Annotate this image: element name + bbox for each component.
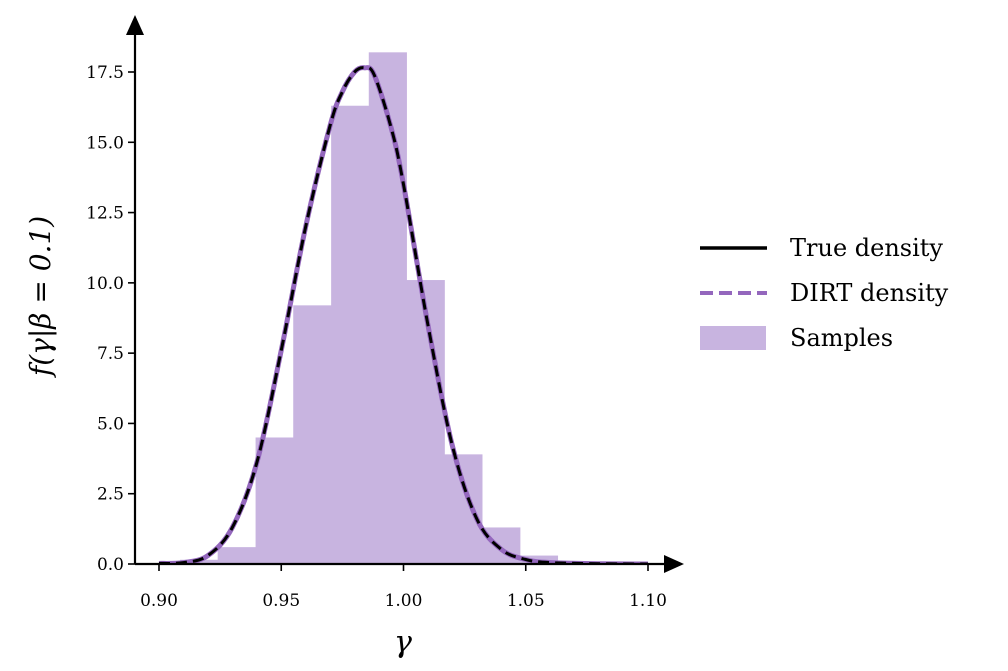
x-axis-label: γ <box>394 625 412 660</box>
y-tick-label: 5.0 <box>97 414 124 434</box>
histogram-bar <box>255 437 294 564</box>
legend-label: DIRT density <box>790 279 949 307</box>
axes <box>126 15 684 573</box>
legend-label: Samples <box>790 324 893 352</box>
histogram-bars <box>180 52 559 564</box>
x-axis-ticks: 0.90 0.95 1.00 1.05 1.10 <box>140 564 667 611</box>
y-axis-label: f(γ|β = 0.1) <box>24 216 57 378</box>
histogram-bar <box>331 105 370 564</box>
legend-swatch-samples <box>700 326 766 350</box>
histogram-bar <box>217 547 257 564</box>
x-tick-label: 1.05 <box>507 591 545 611</box>
density-curves <box>158 65 649 565</box>
legend-label: True density <box>790 234 943 262</box>
x-tick-label: 0.95 <box>262 591 300 611</box>
x-tick-label: 1.00 <box>385 591 423 611</box>
legend-item: DIRT density <box>700 279 949 307</box>
histogram-bar <box>444 454 483 564</box>
y-tick-label: 17.5 <box>86 63 124 83</box>
y-tick-label: 15.0 <box>86 133 124 153</box>
y-tick-label: 0.0 <box>97 555 124 575</box>
y-tick-label: 12.5 <box>86 204 124 224</box>
legend-item: Samples <box>700 324 893 352</box>
y-tick-label: 2.5 <box>97 485 124 505</box>
histogram-bar <box>406 280 445 564</box>
x-tick-label: 1.10 <box>629 591 667 611</box>
legend-item: True density <box>700 234 943 262</box>
histogram-bar <box>368 52 407 564</box>
x-tick-label: 0.90 <box>140 591 178 611</box>
legend: True density DIRT density Samples <box>700 234 949 352</box>
true-density-line <box>158 66 649 565</box>
y-axis-arrow <box>126 15 144 35</box>
y-tick-label: 10.0 <box>86 274 124 294</box>
x-axis-arrow <box>664 555 684 573</box>
y-axis-ticks: 0.0 2.5 5.0 7.5 10.0 12.5 15.0 17.5 <box>86 63 135 575</box>
y-tick-label: 7.5 <box>97 344 124 364</box>
histogram-bar <box>293 305 332 564</box>
